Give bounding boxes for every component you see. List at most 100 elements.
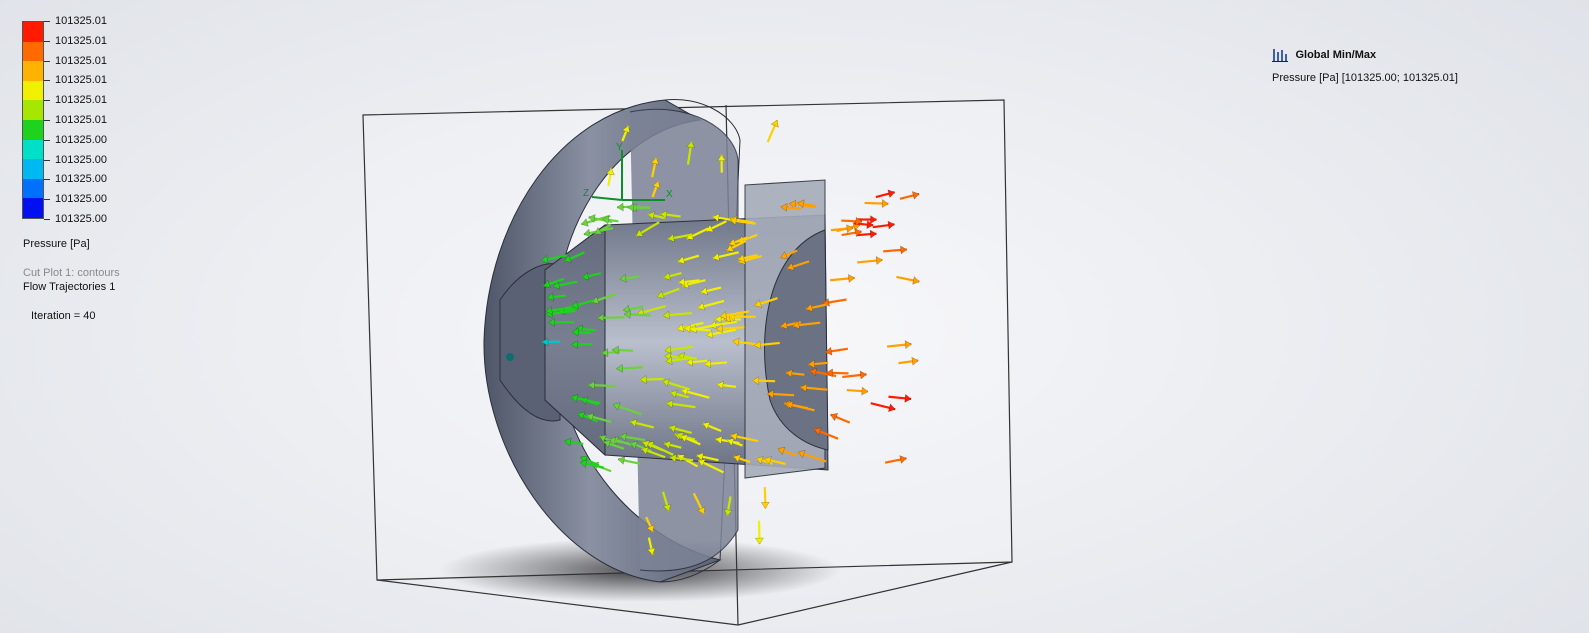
flow-vector-arrow: [766, 389, 795, 399]
flow-vector-arrow: [807, 359, 829, 369]
flow-vector-arrow: [564, 437, 584, 447]
legend-value-label: 101325.00: [55, 193, 107, 206]
flow-vector-arrow: [542, 277, 565, 289]
flow-vector-arrow: [766, 119, 779, 143]
flow-vector-arrow: [717, 154, 727, 173]
legend-swatch: [23, 80, 43, 101]
flow-vector-arrow: [642, 440, 663, 452]
legend-color-bar: [22, 21, 44, 219]
flow-vector-arrow: [723, 496, 733, 517]
flow-vector-arrow: [621, 125, 631, 142]
flow-vector-arrow: [639, 375, 664, 384]
flow-vector-arrow: [702, 421, 722, 433]
flow-vector-arrow: [645, 516, 655, 533]
minmax-icon: [1272, 48, 1288, 62]
legend-tick: [44, 80, 50, 82]
flow-vector-arrow: [587, 380, 616, 390]
legend-value-label: 101325.00: [55, 133, 107, 146]
legend-tick: [44, 179, 50, 181]
legend-tick: [44, 60, 50, 62]
flow-vector-arrow: [898, 356, 919, 366]
flow-vector-arrow: [668, 424, 692, 435]
flow-vector-arrow: [797, 199, 817, 209]
triad-z-label: Z: [583, 188, 589, 199]
flow-vector-arrow: [875, 189, 896, 199]
flow-vector-arrow: [570, 340, 593, 349]
flow-vector-arrow: [580, 455, 600, 467]
legend-tick: [44, 159, 50, 161]
flow-vector-arrow: [830, 412, 851, 424]
flow-vector-arrow: [650, 157, 660, 178]
flow-vector-arrow: [712, 251, 739, 262]
legend-tick: [44, 219, 50, 220]
flow-vector-arrow: [754, 520, 764, 545]
flow-vector-arrow: [586, 412, 612, 424]
flow-vector-arrow: [662, 378, 691, 391]
flow-vector-arrow: [780, 249, 798, 260]
flow-vector-arrow: [669, 389, 689, 399]
flow-vector-arrow: [842, 370, 867, 380]
flow-vector-arrow: [703, 359, 728, 369]
cut-plot-label[interactable]: Cut Plot 1: contours: [23, 267, 120, 279]
flow-vector-arrow: [797, 449, 827, 463]
flow-vector-arrow: [884, 455, 907, 464]
flow-vector-arrow: [612, 402, 642, 416]
flow-vector-arrow: [830, 224, 854, 234]
flow-vector-arrow: [662, 310, 692, 320]
legend-value-label: 101325.01: [55, 15, 107, 27]
flow-vector-arrow: [581, 271, 602, 281]
flow-vector-arrow: [579, 459, 605, 469]
flow-vector-arrow: [570, 393, 601, 405]
flow-vector-arrow: [605, 167, 615, 187]
minmax-value: Pressure [Pa] [101325.00; 101325.01]: [1272, 72, 1458, 84]
legend-value-label: 101325.00: [55, 213, 107, 225]
legend-value-label: 101325.01: [55, 74, 107, 87]
flow-vector-arrow: [597, 313, 625, 323]
flow-vector-arrow: [785, 400, 815, 412]
flow-trajectories-label[interactable]: Flow Trajectories 1: [23, 281, 116, 293]
flow-vector-arrow: [623, 309, 651, 319]
flow-vector-arrow: [730, 432, 759, 443]
flow-vector-arrow: [719, 310, 750, 320]
flow-vector-arrow: [571, 299, 595, 310]
flow-vector-arrow: [545, 305, 576, 315]
flow-vector-arrow: [651, 180, 661, 198]
flow-vector-arrow: [627, 203, 651, 213]
flow-vector-arrow: [629, 440, 653, 453]
flow-vector-arrow: [667, 233, 693, 243]
flow-vector-arrow: [591, 293, 617, 305]
legend-tick: [44, 100, 50, 102]
flow-vector-arrow: [830, 274, 856, 283]
flow-vector-arrow: [729, 216, 756, 226]
legend-tick: [44, 139, 50, 141]
flow-vector-arrow: [826, 368, 849, 378]
flow-vector-arrow: [660, 210, 681, 220]
flow-vector-arrow: [599, 434, 616, 444]
flow-vector-arrow: [680, 434, 701, 446]
flow-vector-arrow: [755, 456, 773, 465]
flow-vector-arrow: [683, 324, 711, 334]
legend-value-label: 101325.01: [55, 94, 107, 107]
flow-vector-arrow: [575, 324, 597, 334]
flow-vector-arrow: [629, 418, 654, 429]
flow-vector-arrow: [635, 221, 660, 237]
flow-vector-arrow: [594, 223, 612, 235]
flow-vector-arrow: [846, 386, 869, 396]
legend-value-label: 101325.01: [55, 114, 107, 126]
flow-vector-arrow: [581, 214, 611, 227]
flow-vector-arrow: [777, 446, 797, 457]
global-minmax-panel: Global Min/Max Pressure [Pa] [101325.00;…: [1272, 46, 1458, 84]
flow-vector-arrow: [728, 236, 748, 247]
flow-vector-arrow: [883, 245, 908, 255]
coordinate-triad: Y X Z: [583, 142, 673, 201]
flow-vector-arrow: [669, 453, 694, 463]
flow-vector-arrow: [552, 280, 578, 290]
flow-vector-arrow: [603, 439, 625, 450]
minmax-title: Global Min/Max: [1295, 48, 1377, 61]
flow-trajectory-vectors: [541, 119, 920, 556]
flow-vector-arrow: [732, 337, 759, 347]
flow-vector-arrow: [799, 383, 828, 393]
flow-vector-arrow: [548, 317, 575, 327]
flow-vector-arrow: [678, 277, 700, 287]
